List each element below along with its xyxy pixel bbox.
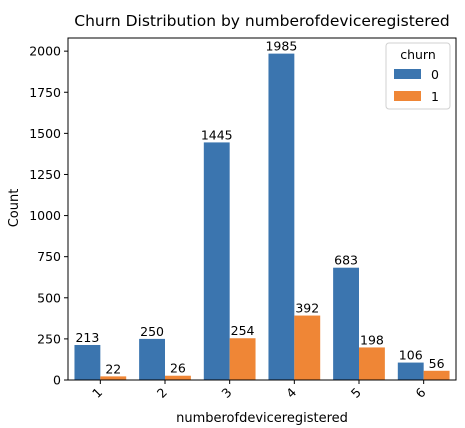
data-label: 198 <box>360 332 384 347</box>
plot-area: 213 250 1445 1985 683 106 22 26 254 392 198 56 <box>74 39 450 381</box>
y-tick-label: 2000 <box>29 44 61 59</box>
bar-series-0-cat-5 <box>333 267 359 380</box>
y-tick-label: 1000 <box>29 208 61 223</box>
data-label: 1985 <box>265 39 297 54</box>
x-axis: 1 2 3 4 5 6 <box>89 380 429 401</box>
y-tick-label: 500 <box>37 290 61 305</box>
y-tick-label: 1500 <box>29 126 61 141</box>
legend-title: churn <box>400 47 436 62</box>
data-label: 250 <box>140 324 164 339</box>
data-label: 213 <box>75 330 99 345</box>
x-tick-label: 2 <box>154 385 170 401</box>
data-label: 254 <box>231 323 255 338</box>
x-tick-label: 4 <box>283 385 299 401</box>
y-tick-label: 0 <box>53 373 61 388</box>
legend-label-1: 1 <box>431 89 439 104</box>
bar-series-1-cat-6 <box>423 370 450 380</box>
chart-title: Churn Distribution by numberofdeviceregi… <box>74 12 449 30</box>
data-label: 26 <box>170 361 186 376</box>
bar-series-1-cat-1 <box>100 376 127 380</box>
legend: churn 0 1 <box>385 42 451 110</box>
data-label: 56 <box>429 356 445 371</box>
y-axis-label: Count <box>7 189 22 228</box>
bar-series-0-cat-2 <box>139 338 165 380</box>
data-label: 22 <box>105 361 121 376</box>
x-axis-label: numberofdeviceregistered <box>176 411 348 426</box>
legend-swatch-0 <box>394 69 421 79</box>
bar-series-0-cat-1 <box>74 344 101 380</box>
bar-series-1-cat-5 <box>359 347 385 380</box>
y-axis: 0 250 500 750 1000 1250 1500 1750 2000 <box>29 44 68 388</box>
x-tick-label: 1 <box>89 385 105 401</box>
data-label: 683 <box>334 253 358 268</box>
x-tick-label: 5 <box>348 385 364 401</box>
data-label: 106 <box>399 348 423 363</box>
data-label: 1445 <box>201 127 233 142</box>
plot-frame <box>67 37 457 381</box>
data-label: 392 <box>295 301 319 316</box>
bar-series-1-cat-2 <box>165 375 191 380</box>
y-tick-label: 250 <box>37 331 61 346</box>
bar-series-0-cat-4 <box>268 53 295 381</box>
legend-swatch-1 <box>394 91 421 101</box>
bar-series-0-cat-6 <box>397 362 424 380</box>
legend-label-0: 0 <box>431 67 439 82</box>
bar-series-1-cat-3 <box>229 338 256 380</box>
y-tick-label: 1250 <box>29 167 61 182</box>
bar-series-1-cat-4 <box>294 315 321 380</box>
x-tick-label: 6 <box>412 385 428 401</box>
x-tick-label: 3 <box>218 385 234 401</box>
bar-series-0-cat-3 <box>203 142 230 380</box>
y-tick-label: 1750 <box>29 85 61 100</box>
y-tick-label: 750 <box>37 249 61 264</box>
